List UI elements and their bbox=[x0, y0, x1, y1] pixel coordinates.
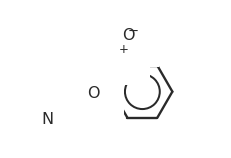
Text: O: O bbox=[97, 46, 109, 61]
Text: O: O bbox=[87, 86, 100, 101]
Text: +: + bbox=[119, 43, 129, 56]
Text: N: N bbox=[41, 112, 53, 127]
Text: −: − bbox=[127, 25, 138, 38]
Text: N: N bbox=[114, 45, 126, 60]
Text: O: O bbox=[122, 28, 135, 43]
